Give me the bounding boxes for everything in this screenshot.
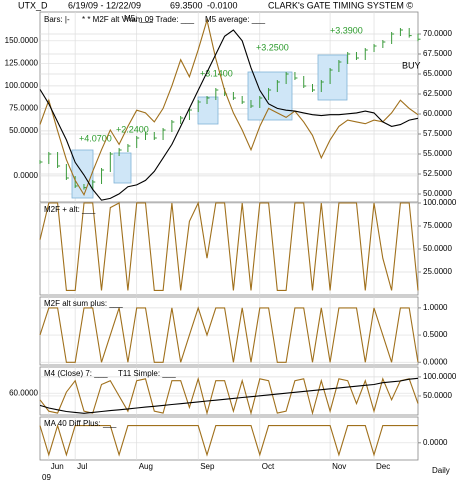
annotation: BUY: [402, 60, 421, 70]
y2-tick-label: 100.0000: [423, 372, 457, 381]
y2-tick-label: 100.0000: [423, 198, 457, 207]
x-tick-label: Jun: [51, 462, 64, 471]
y2-tick-label: 52.5000: [423, 169, 452, 178]
trade-box: [247, 71, 293, 121]
y-tick-label: 75.0000: [9, 103, 38, 112]
year-label: 09: [42, 473, 51, 482]
y2-tick-label: 0.0000: [423, 438, 448, 447]
y2-tick-label: 50.0000: [423, 391, 452, 400]
series-line: [39, 29, 419, 201]
series-line: [39, 17, 419, 197]
series-line: [39, 377, 419, 414]
trade-box: [197, 96, 219, 125]
legend-entry: M2F + alt: ___: [44, 205, 96, 214]
y2-tick-label: 25.0000: [423, 267, 452, 276]
legend-entry: T11 Simple: ___: [118, 369, 176, 378]
panel-frame: [39, 296, 419, 366]
legend-entry: M5 average: ___: [205, 15, 266, 24]
price-change: -0.0100: [207, 0, 238, 10]
annotation: +3.3900: [330, 25, 363, 35]
y2-tick-label: 62.5000: [423, 89, 452, 98]
series-line: [39, 306, 419, 363]
trade-label: * * M2F alt Vnam 09 Trade: ___: [82, 15, 195, 24]
last-price: 69.3500: [170, 0, 203, 10]
y-tick-label: 0.0000: [14, 171, 39, 180]
y2-tick-label: 55.0000: [423, 149, 452, 158]
legend-entry: M4 (Close) 7: ___: [44, 369, 108, 378]
trade-box: [317, 54, 348, 101]
y2-tick-label: 57.5000: [423, 129, 452, 138]
y2-tick-label: 50.0000: [423, 189, 452, 198]
y-tick-label: 150.0000: [5, 36, 39, 45]
y2-tick-label: 60.0000: [423, 109, 452, 118]
annotation: +4.0700: [79, 133, 112, 143]
panel-frame: [39, 366, 419, 416]
x-tick-label: Dec: [376, 462, 390, 471]
y2-tick-label: 50.0000: [423, 244, 452, 253]
period-label: Daily: [432, 466, 450, 475]
date-range: 6/19/09 - 12/22/09: [68, 0, 141, 10]
y2-tick-label: 65.0000: [423, 69, 452, 78]
y2-tick-label: 1.0000: [423, 303, 448, 312]
legend-entry: M2F alt sum plus: ___: [44, 299, 123, 308]
legend-entry: MA 40 Diff Plus: ___: [44, 419, 117, 428]
y2-tick-label: 70.0000: [423, 29, 452, 38]
y-tick-label: 125.0000: [5, 58, 39, 67]
y-tick-label: 50.0000: [9, 126, 38, 135]
series-line: [39, 201, 419, 291]
y2-tick-label: 0.5000: [423, 330, 448, 339]
legend-entry: Bars: |-: [44, 15, 70, 24]
y-tick-label: 100.0000: [5, 81, 39, 90]
annotation: +2.2400: [116, 124, 149, 134]
y2-tick-label: 75.0000: [423, 221, 452, 230]
x-tick-label: Jul: [77, 462, 87, 471]
x-tick-label: Nov: [332, 462, 346, 471]
chart-title: CLARK's GATE TIMING SYSTEM ©: [268, 0, 413, 10]
series-line: [39, 423, 418, 457]
x-tick-label: Sep: [200, 462, 215, 471]
panel-frame: [39, 416, 419, 461]
x-tick-label: Aug: [139, 462, 153, 471]
panel-frame: [39, 11, 419, 203]
y-tick-label: 60.0000: [9, 388, 38, 397]
legend-entry: M5: ___: [124, 14, 153, 23]
series-line: [39, 376, 419, 416]
symbol: UTX_D: [18, 0, 48, 10]
y2-tick-label: 67.5000: [423, 49, 452, 58]
annotation: +3.1400: [200, 68, 233, 78]
trade-box: [113, 152, 132, 184]
trade-box: [71, 149, 94, 199]
y2-tick-label: 0.0000: [423, 357, 448, 366]
x-tick-label: Oct: [262, 462, 275, 471]
annotation: +3.2500: [256, 42, 289, 52]
